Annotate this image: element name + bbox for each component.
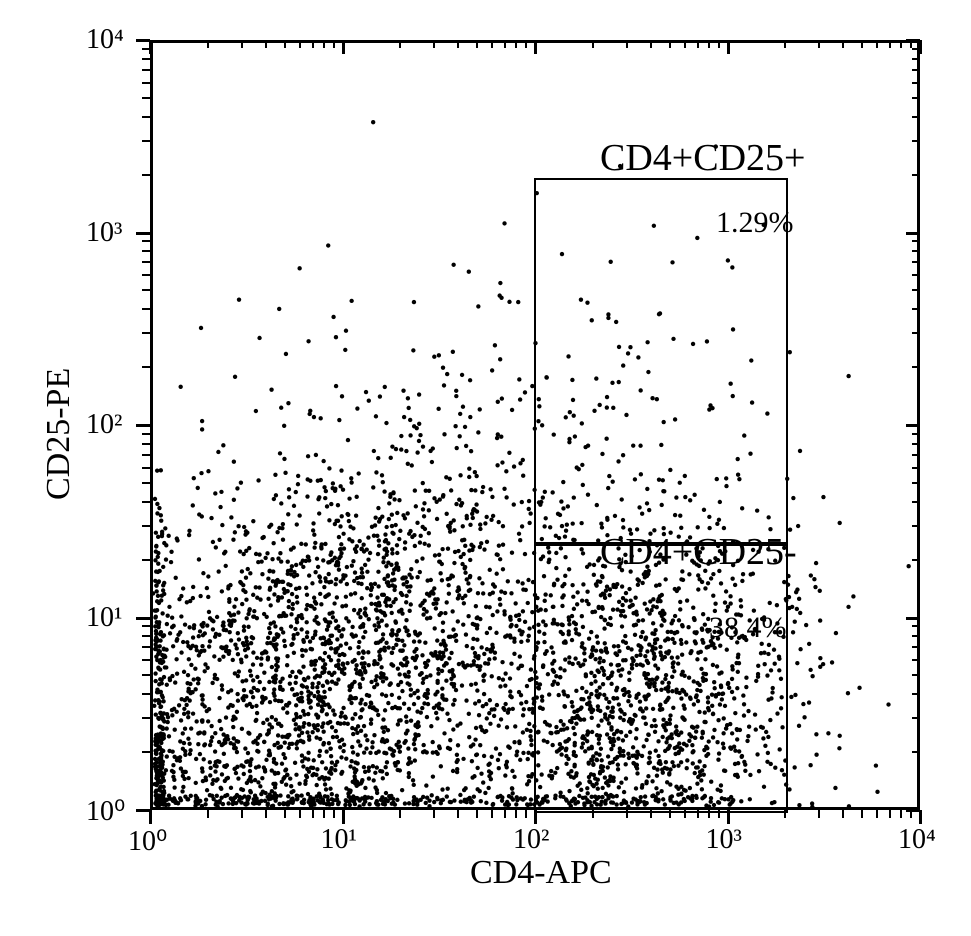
- x-tick-label: 10²: [513, 824, 549, 856]
- gate-pct-upper: 1.29%: [716, 206, 794, 240]
- facs-scatter-chart: CD4+CD25+ 1.29% CD4+CD25- 38.4% 10⁰ 10¹ 10…: [70, 20, 950, 890]
- y-axis-label: CD25-PE: [40, 368, 78, 500]
- gate-label-upper: CD4+CD25+: [600, 136, 805, 180]
- plot-area: CD4+CD25+ 1.29% CD4+CD25- 38.4%: [150, 40, 920, 810]
- x-tick-label: 10¹: [321, 824, 357, 856]
- gate-pct-lower: 38.4%: [709, 611, 787, 645]
- y-tick-label: 10²: [86, 409, 122, 441]
- y-tick-label: 10³: [86, 217, 122, 249]
- gate-label-lower: CD4+CD25-: [600, 530, 797, 574]
- x-axis-label: CD4-APC: [470, 854, 612, 892]
- y-tick-label: 10⁰: [86, 794, 125, 828]
- x-tick-label: 10⁰: [128, 824, 167, 858]
- y-tick-label: 10¹: [86, 602, 122, 634]
- x-tick-label: 10³: [706, 824, 742, 856]
- x-tick-label: 10⁴: [898, 824, 936, 856]
- y-tick-label: 10⁴: [86, 24, 124, 56]
